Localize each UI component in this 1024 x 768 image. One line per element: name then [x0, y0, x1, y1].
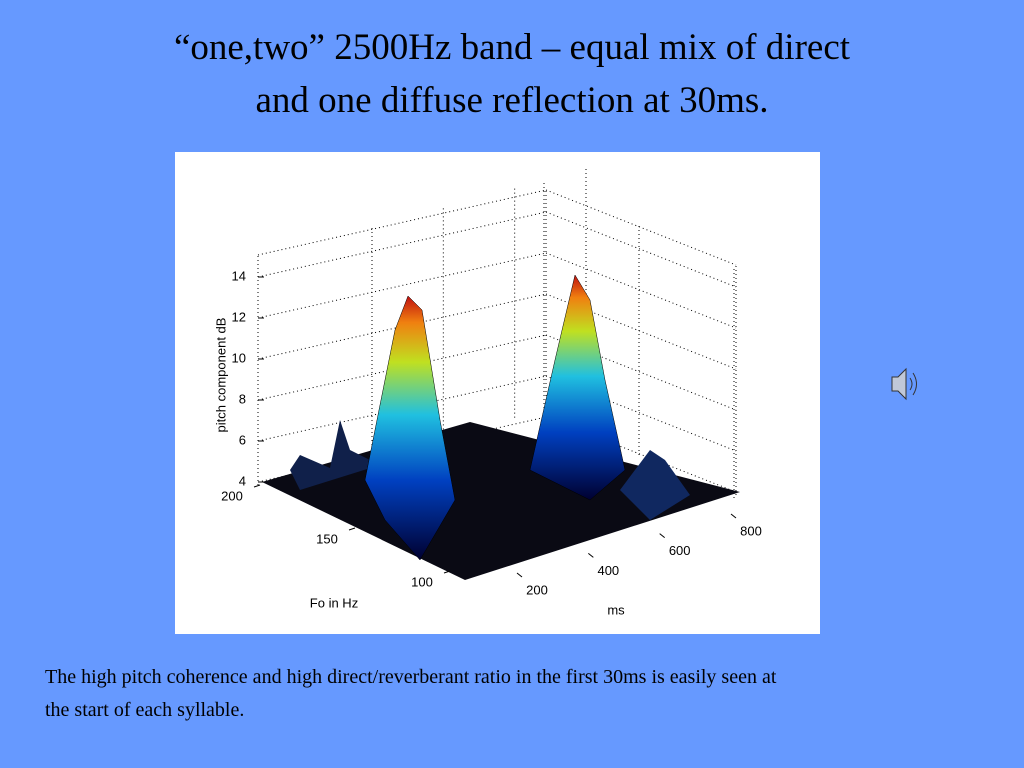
- speaker-icon[interactable]: [891, 367, 917, 401]
- z-tick-label: 8: [239, 391, 246, 406]
- surface-ridge: [290, 420, 380, 490]
- z-axis-label: pitch component dB: [213, 318, 228, 433]
- x-tick-label: 600: [669, 543, 691, 558]
- y-axis-label: Fo in Hz: [310, 595, 358, 610]
- surface-peak: [364, 295, 456, 561]
- y-tick-label: 150: [316, 531, 338, 546]
- z-tick-label: 12: [232, 309, 246, 324]
- z-tick-label: 6: [239, 432, 246, 447]
- y-tick-label: 200: [221, 488, 243, 503]
- y-tick: [348, 527, 356, 531]
- y-tick-label: 100: [411, 574, 433, 589]
- surface-peak: [529, 274, 626, 501]
- x-tick: [730, 513, 737, 519]
- y-tick: [253, 484, 261, 488]
- z-tick-label: 4: [239, 473, 246, 488]
- x-tick: [659, 533, 665, 539]
- x-tick: [516, 572, 523, 578]
- caption-line: the start of each syllable.: [45, 699, 245, 721]
- title-line: “one,two” 2500Hz band – equal mix of dir…: [173, 27, 851, 68]
- caption-line: The high pitch coherence and high direct…: [45, 666, 777, 688]
- z-tick-label: 14: [232, 268, 246, 283]
- x-axis-label: ms: [607, 602, 625, 617]
- x-tick-label: 800: [740, 523, 762, 538]
- axes-ticks: 4 6 8 10 12 14 100 150 200 200 400 600 800: [221, 268, 762, 597]
- surface-ridge: [620, 450, 690, 520]
- y-tick: [443, 570, 451, 574]
- x-tick-label: 200: [526, 582, 548, 597]
- x-tick-label: 400: [597, 563, 619, 578]
- title-line: and one diffuse reflection at 30ms.: [255, 80, 769, 121]
- x-tick: [588, 552, 594, 558]
- z-tick-label: 10: [232, 350, 246, 365]
